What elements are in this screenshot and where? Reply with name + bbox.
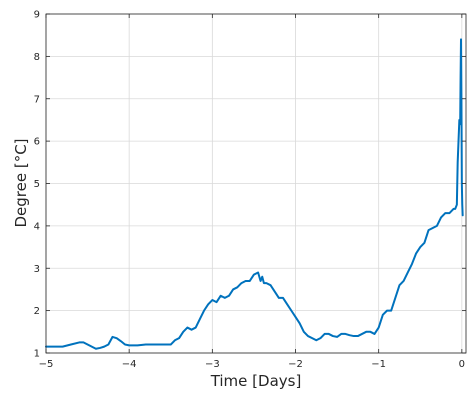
x-tick-label: −2 (288, 359, 303, 370)
y-tick-label: 7 (34, 94, 40, 105)
x-tick-label: −3 (205, 359, 220, 370)
y-tick-label: 2 (34, 306, 40, 317)
x-tick-label: −4 (122, 359, 137, 370)
y-tick-label: 5 (34, 179, 40, 190)
x-tick-label: −1 (371, 359, 386, 370)
y-tick-label: 6 (34, 137, 40, 148)
y-tick-label: 9 (34, 10, 40, 21)
series-layer (45, 38, 464, 350)
y-axis-label: Degree [°C] (12, 138, 30, 227)
y-tick-label: 8 (34, 52, 40, 63)
y-tick-label: 4 (34, 221, 40, 232)
x-axis-label: Time [Days] (210, 372, 302, 390)
tick-labels: −5 −4 −3 −2 −1 0 1 2 3 4 5 6 7 8 9 (34, 10, 465, 371)
series-line-1 (45, 38, 464, 350)
y-tick-label: 3 (34, 264, 40, 275)
y-tick-label: 1 (34, 349, 40, 360)
ticks (45, 13, 466, 354)
x-tick-label: 0 (459, 359, 465, 370)
x-tick-label: −5 (39, 359, 54, 370)
